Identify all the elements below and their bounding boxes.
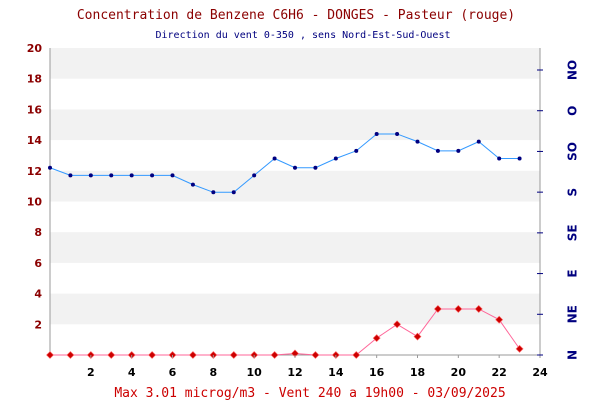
data-point [190, 182, 195, 187]
series-line [49, 133, 520, 193]
data-point [293, 165, 297, 170]
x-tick-label: 12 [287, 366, 302, 379]
data-point [456, 148, 461, 153]
wind-direction-label: SO [566, 142, 580, 161]
data-point [433, 305, 442, 313]
x-axis-ticks: 2 4 6 8 10 12 14 16 18 20 22 24 [87, 355, 548, 379]
data-point [272, 156, 277, 161]
wind-direction-label: O [566, 106, 580, 116]
y-tick-label: 10 [27, 196, 43, 209]
data-point [148, 351, 157, 359]
wind-direction-label: SE [566, 224, 580, 241]
data-point [270, 351, 279, 359]
data-point [68, 173, 73, 178]
data-point [474, 305, 483, 313]
data-point [109, 173, 114, 178]
data-point [413, 332, 422, 341]
data-point [435, 148, 440, 153]
x-tick-label: 6 [169, 366, 177, 379]
data-point [454, 305, 463, 313]
data-point [352, 351, 361, 359]
series-layer [46, 131, 524, 359]
grid-bands [50, 48, 540, 325]
y-tick-label: 18 [27, 73, 42, 86]
data-point [395, 131, 400, 136]
data-point [311, 351, 320, 359]
wind-direction-label: N [566, 350, 580, 360]
chart-footer: Max 3.01 microg/m3 - Vent 240 a 19h00 - … [114, 386, 505, 400]
chart-subtitle: Direction du vent 0-350 , sens Nord-Est-… [155, 30, 450, 41]
wind-direction-label: NE [566, 305, 580, 323]
data-point [66, 351, 75, 359]
data-point [229, 351, 238, 359]
y-tick-label: 20 [27, 42, 43, 55]
x-tick-label: 10 [247, 366, 263, 379]
x-tick-label: 8 [210, 366, 218, 379]
data-point [333, 156, 338, 161]
data-point [497, 156, 502, 161]
x-tick-label: 14 [328, 366, 344, 379]
grid-band [50, 48, 540, 79]
x-tick-label: 20 [451, 366, 467, 379]
y-tick-label: 8 [34, 226, 42, 239]
wind-direction-label: NO [566, 60, 580, 80]
wind-direction-label: E [566, 269, 580, 277]
series-2 [46, 305, 524, 359]
data-point [517, 156, 522, 161]
wind-direction-axis: N NE E SE S SO O NO [537, 60, 580, 360]
data-point [188, 351, 197, 359]
data-point [393, 320, 402, 329]
chart-title: Concentration de Benzene C6H6 - DONGES -… [77, 8, 515, 23]
data-point [231, 190, 236, 195]
data-point [48, 165, 52, 170]
x-tick-label: 2 [87, 366, 95, 379]
wind-direction-label: S [566, 188, 580, 197]
y-tick-label: 14 [27, 134, 43, 147]
data-point [415, 139, 420, 144]
data-point [313, 165, 318, 170]
y-tick-label: 4 [34, 288, 42, 301]
y-tick-label: 6 [34, 257, 42, 270]
x-tick-label: 18 [410, 366, 425, 379]
data-point [495, 315, 504, 324]
x-tick-label: 4 [128, 366, 136, 379]
y-tick-label: 2 [34, 318, 42, 331]
data-point [354, 148, 359, 153]
grid-band [50, 232, 540, 263]
data-point [150, 173, 155, 178]
data-point [372, 334, 381, 343]
data-point [252, 173, 257, 178]
data-point [107, 351, 116, 359]
data-point [170, 173, 175, 178]
series-1 [48, 131, 522, 195]
x-tick-label: 24 [532, 366, 548, 379]
y-tick-label: 12 [27, 165, 42, 178]
data-point [211, 190, 216, 195]
x-tick-label: 16 [369, 366, 385, 379]
data-point [88, 173, 93, 178]
y-tick-label: 16 [27, 103, 43, 116]
x-tick-label: 22 [492, 366, 507, 379]
data-point [129, 173, 134, 178]
y-axis-ticks: 2 4 6 8 10 12 14 16 18 20 [27, 42, 43, 331]
data-point [515, 344, 524, 353]
grid-band [50, 109, 540, 141]
data-point [374, 131, 379, 136]
data-point [476, 139, 481, 144]
data-point [46, 351, 54, 359]
